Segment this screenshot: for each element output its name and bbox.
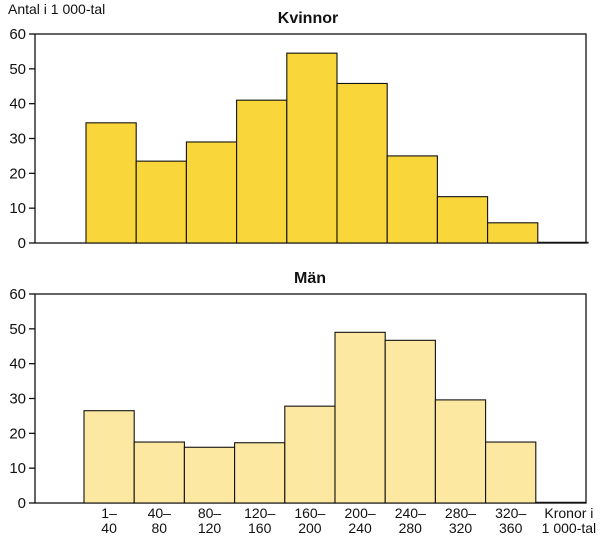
bar xyxy=(385,340,435,503)
y-tick-label: 50 xyxy=(9,321,26,338)
x-tick-label-line: 160– xyxy=(294,505,325,521)
bar xyxy=(86,123,136,243)
x-tick-label: 200– 240 xyxy=(345,505,376,536)
bar xyxy=(435,400,485,503)
y-tick-label: 60 xyxy=(9,26,26,43)
y-tick-label: 0 xyxy=(18,495,26,512)
bar xyxy=(237,100,287,243)
x-tick-label-line: 160 xyxy=(248,520,272,536)
x-tick-label: 280– 320 xyxy=(445,505,476,536)
bar xyxy=(235,443,285,503)
y-tick-label: 50 xyxy=(9,61,26,78)
x-tick-label-line: 240– xyxy=(395,505,426,521)
x-tick-label-line: 120 xyxy=(198,520,222,536)
bar xyxy=(287,53,337,243)
x-tick-label-line: 80 xyxy=(152,520,168,536)
x-tick-label: 160– 200 xyxy=(294,505,325,536)
x-tick-label: 1– 40 xyxy=(101,505,117,536)
x-tick-label-line: 40– xyxy=(148,505,172,521)
bar xyxy=(186,142,236,243)
x-tick-label-line: 320– xyxy=(495,505,526,521)
x-tick-label-line: 280– xyxy=(445,505,476,521)
x-tick-label-line: 240 xyxy=(348,520,372,536)
x-tick-label-line: 120– xyxy=(244,505,275,521)
y-tick-label: 20 xyxy=(9,165,26,182)
bar xyxy=(488,223,538,243)
y-tick-label: 10 xyxy=(9,460,26,477)
y-tick-label: 20 xyxy=(9,425,26,442)
x-tick-label-line: 1 000-tal xyxy=(542,520,596,536)
panel-title-kvinnor: Kvinnor xyxy=(278,10,338,28)
bar xyxy=(184,447,234,503)
x-tick-label: 240– 280 xyxy=(395,505,426,536)
bar xyxy=(538,242,588,243)
bar xyxy=(136,161,186,243)
bar xyxy=(285,406,335,503)
bar xyxy=(536,502,586,503)
bar xyxy=(337,83,387,243)
x-tick-label-line: 80– xyxy=(198,505,222,521)
bar xyxy=(486,442,536,503)
x-tick-label-line: 200– xyxy=(345,505,376,521)
bar xyxy=(134,442,184,503)
x-tick-label: 80– 120 xyxy=(198,505,222,536)
x-tick-label-line: 200 xyxy=(298,520,322,536)
x-tick-label: 120– 160 xyxy=(244,505,275,536)
x-tick-label: 320– 360 xyxy=(495,505,526,536)
y-tick-label: 10 xyxy=(9,200,26,217)
bar xyxy=(387,156,437,243)
x-tick-label-line: 40 xyxy=(101,520,117,536)
y-tick-label: 40 xyxy=(9,356,26,373)
y-tick-label: 30 xyxy=(9,391,26,408)
y-tick-label: 40 xyxy=(9,96,26,113)
y-tick-label: 60 xyxy=(9,286,26,303)
panel-title-man: Män xyxy=(294,270,326,288)
x-tick-label: 40– 80 xyxy=(148,505,172,536)
bar xyxy=(84,411,134,503)
x-tick-label-line: 280 xyxy=(399,520,423,536)
y-tick-label: 30 xyxy=(9,131,26,148)
x-tick-label-line: 320 xyxy=(449,520,473,536)
x-tick-label-line: 360 xyxy=(499,520,523,536)
y-axis-unit-label: Antal i 1 000-tal xyxy=(8,1,105,17)
bar xyxy=(335,332,385,503)
bar xyxy=(437,197,487,243)
x-tick-label-line: 1– xyxy=(101,505,117,521)
y-tick-label: 0 xyxy=(18,235,26,252)
x-tick-label-line: Kronor i xyxy=(544,505,593,521)
